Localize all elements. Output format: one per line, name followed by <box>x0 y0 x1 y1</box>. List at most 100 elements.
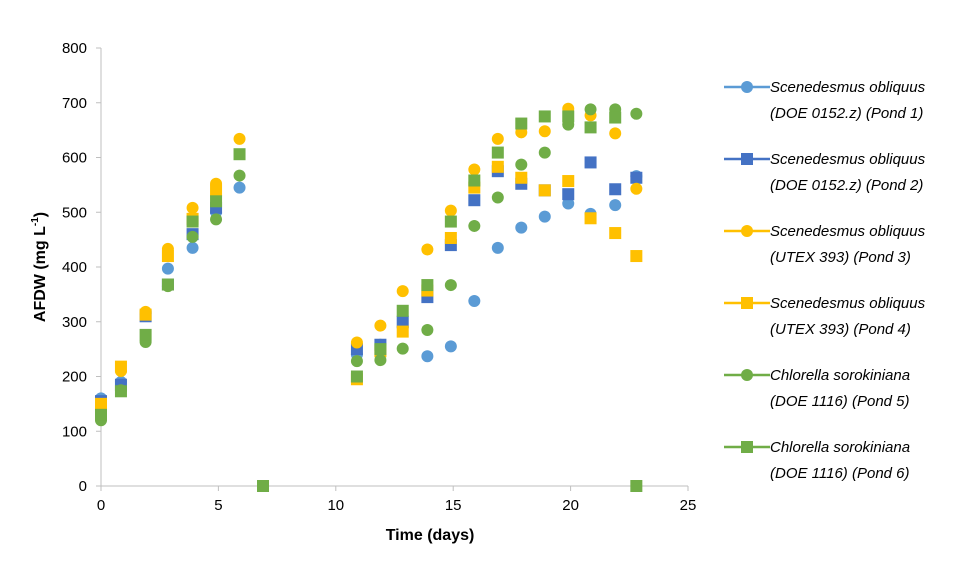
legend-label-line2: (UTEX 393) (Pond 3) <box>770 249 911 266</box>
y-tick-label: 600 <box>62 150 87 167</box>
data-point <box>538 110 551 123</box>
data-point <box>114 385 127 398</box>
data-point <box>468 194 481 207</box>
y-axis-title-main: AFDW (mg L <box>32 226 49 322</box>
legend-item-pond-2: Scenedesmus obliquus (DOE 0152.z) (Pond 2… <box>724 151 926 194</box>
data-point <box>421 350 434 363</box>
series-pond-1 <box>95 170 643 405</box>
data-point <box>350 336 363 349</box>
data-point <box>630 480 643 492</box>
data-point <box>630 171 643 184</box>
data-point <box>161 278 174 291</box>
data-point <box>468 294 481 307</box>
data-point <box>350 355 363 368</box>
data-point <box>374 319 387 332</box>
series-pond-6 <box>95 110 643 492</box>
data-point <box>584 103 597 116</box>
data-point <box>609 227 622 240</box>
legend-label-line2: (DOE 0152.z) (Pond 2) <box>770 177 923 194</box>
data-point <box>468 163 481 176</box>
y-axis-title-superscript: -1 <box>30 217 41 226</box>
y-tick-label: 100 <box>62 423 87 440</box>
data-point <box>233 132 246 145</box>
data-point <box>210 195 223 208</box>
legend-label-line1: Scenedesmus obliquus <box>770 151 926 168</box>
legend-label-line2: (DOE 1116) (Pond 5) <box>770 393 910 410</box>
data-point <box>515 171 528 184</box>
data-point <box>421 279 434 292</box>
data-point <box>562 175 575 188</box>
series-pond-2 <box>95 156 643 408</box>
x-tick-label: 25 <box>680 497 697 514</box>
legend-marker <box>741 441 753 453</box>
data-point <box>630 182 643 195</box>
data-point <box>515 221 528 234</box>
data-point <box>161 250 174 263</box>
legend-item-pond-6: Chlorella sorokiniana (DOE 1116) (Pond 6) <box>724 439 910 482</box>
data-point <box>468 219 481 232</box>
legend-marker <box>741 153 753 165</box>
data-point <box>186 201 199 214</box>
data-point <box>562 110 575 123</box>
legend-label-line1: Scenedesmus obliquus <box>770 223 926 240</box>
data-point <box>396 285 409 298</box>
legend-marker <box>741 297 753 309</box>
data-point <box>396 304 409 317</box>
data-point <box>538 146 551 159</box>
data-point <box>444 279 457 292</box>
data-point <box>444 340 457 353</box>
x-tick-label: 0 <box>97 497 105 514</box>
data-point <box>421 243 434 256</box>
data-point <box>233 169 246 182</box>
data-point <box>538 210 551 223</box>
data-point <box>584 212 597 225</box>
data-point <box>139 328 152 341</box>
x-axis-title: Time (days) <box>386 527 475 544</box>
data-point <box>538 184 551 197</box>
data-point <box>444 215 457 228</box>
y-axis: 0 100 200 300 400 500 600 700 800 <box>62 40 102 495</box>
data-point <box>491 146 504 159</box>
data-point <box>257 480 270 492</box>
data-point <box>233 148 246 161</box>
legend-label-line1: Scenedesmus obliquus <box>770 79 926 96</box>
data-point <box>562 197 575 210</box>
legend-label-line1: Chlorella sorokiniana <box>770 367 910 384</box>
legend-item-pond-4: Scenedesmus obliquus (UTEX 393) (Pond 4) <box>724 295 926 338</box>
data-point <box>421 323 434 336</box>
data-point <box>630 250 643 263</box>
y-axis-title-close: ) <box>32 212 49 217</box>
data-point <box>374 343 387 356</box>
data-point <box>95 397 107 410</box>
data-point <box>139 308 152 321</box>
data-point <box>491 191 504 204</box>
data-point <box>186 215 199 228</box>
data-point <box>396 325 409 338</box>
y-tick-label: 800 <box>62 40 87 57</box>
legend: Scenedesmus obliquus (DOE 0152.z) (Pond 1… <box>724 79 926 482</box>
data-point <box>584 121 597 134</box>
y-tick-label: 200 <box>62 369 87 386</box>
legend-marker <box>741 225 753 237</box>
data-point <box>491 160 504 173</box>
data-point <box>396 342 409 355</box>
y-tick-label: 700 <box>62 95 87 112</box>
data-point <box>350 370 363 383</box>
data-point <box>609 199 622 212</box>
data-point <box>114 360 127 373</box>
data-point <box>562 188 575 201</box>
data-point <box>609 111 622 124</box>
data-point <box>374 354 387 367</box>
data-point <box>491 132 504 145</box>
y-tick-label: 400 <box>62 259 87 276</box>
data-point <box>491 241 504 254</box>
data-point <box>630 107 643 120</box>
data-point <box>609 183 622 196</box>
data-point <box>584 156 597 169</box>
data-point <box>609 127 622 140</box>
legend-marker <box>741 369 753 381</box>
series-pond-4 <box>95 160 643 410</box>
y-axis-title: AFDW (mg L-1) <box>30 212 49 322</box>
x-tick-label: 5 <box>214 497 222 514</box>
